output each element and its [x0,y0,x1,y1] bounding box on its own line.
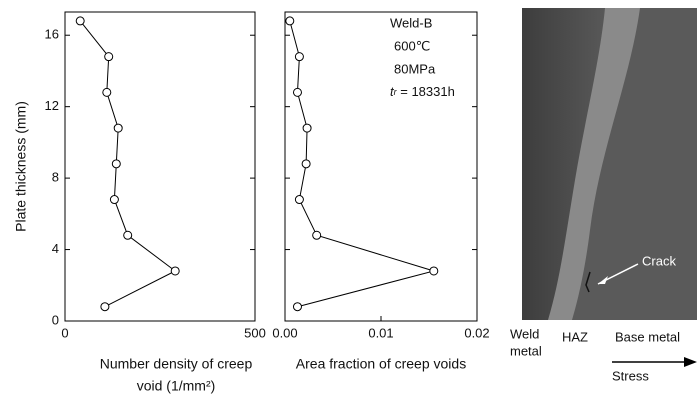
weld-label: metal [510,343,542,358]
data-point [292,87,302,97]
annotation-part: r [394,87,398,97]
data-point [123,230,133,240]
data-point [102,87,112,97]
data-point [294,52,304,62]
annotation: 600℃ [394,38,430,53]
annotation: tr = 18331h [390,84,455,99]
x-tick-label: 0 [61,325,68,340]
annotation: Weld-B [390,15,432,30]
data-point [100,302,110,312]
x-tick-label: 0.02 [464,325,489,340]
data-point [113,123,123,133]
plot-frame [284,11,478,322]
x-axis-label: Area fraction of creep voids [296,356,466,372]
data-point [292,302,302,312]
x-tick-label: 0.01 [368,325,393,340]
data-point [170,266,180,276]
plot-frame [64,11,256,322]
data-point [285,16,295,26]
stress-arrow-head [684,357,697,367]
annotation-part: = 18331h [397,84,455,99]
x-tick-label: 500 [244,325,266,340]
y-tick-label: 8 [52,170,59,185]
data-point [429,266,439,276]
data-point [109,195,119,205]
micrograph: Crack Weld metal HAZ Base metal Stress [510,8,697,383]
annotation-part: t [390,84,395,99]
stress-label: Stress [612,368,649,383]
x-axis-label: Number density of creep [100,356,253,372]
data-point [312,230,322,240]
data-point [75,16,85,26]
data-point [302,123,312,133]
y-tick-label: 16 [45,27,59,42]
data-point [104,52,114,62]
weld-label: Weld [510,326,539,341]
x-tick-label: 0.00 [272,325,297,340]
data-point [294,195,304,205]
y-axis-label: Plate thickness (mm) [13,101,29,232]
data-point [111,159,121,169]
y-tick-label: 4 [52,241,59,256]
haz-label: HAZ [562,329,588,344]
x-axis-label: void (1/mm²) [137,378,216,394]
y-tick-label: 0 [52,312,59,327]
data-point [301,159,311,169]
crack-label: Crack [642,253,676,268]
crack-mark [585,271,591,293]
crack-arrow-head [598,276,608,284]
weld-region [522,8,605,320]
series-line [79,20,177,308]
base-metal-label: Base metal [615,329,680,344]
y-tick-label: 12 [45,98,59,113]
annotation: 80MPa [394,61,436,76]
